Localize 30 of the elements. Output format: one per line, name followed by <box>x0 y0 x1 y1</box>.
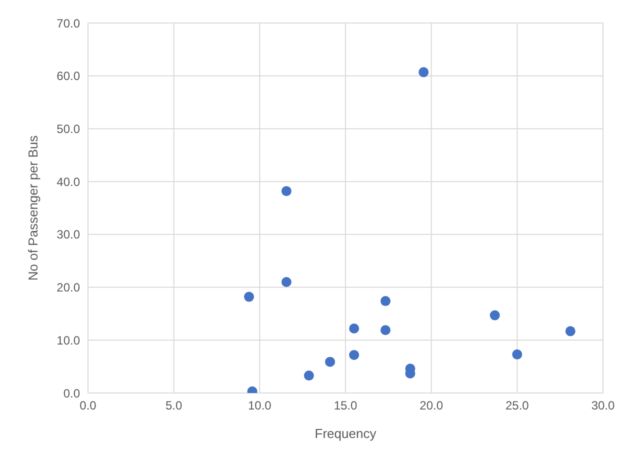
point <box>304 370 314 381</box>
y-tick-label: 40.0 <box>56 174 80 189</box>
y-tick-label: 70.0 <box>56 16 80 30</box>
x-tick-label: 25.0 <box>505 398 530 413</box>
point <box>349 324 360 334</box>
point <box>281 186 292 196</box>
y-tick-label: 30.0 <box>56 228 80 242</box>
y-tick-label: 0.0 <box>63 386 80 400</box>
point <box>349 350 360 360</box>
x-axis-title: Frequency <box>314 426 377 441</box>
point <box>380 325 390 336</box>
x-tick-label: 15.0 <box>334 398 358 413</box>
point <box>418 67 429 78</box>
y-tick-label: 10.0 <box>56 333 80 348</box>
x-tick-label: 30.0 <box>591 398 615 413</box>
x-tick-label: 20.0 <box>420 398 444 413</box>
x-tick-label: 5.0 <box>165 398 182 413</box>
y-axis-title: No of Passenger per Bus <box>26 134 41 281</box>
x-tick-label: 0.0 <box>80 398 97 413</box>
point <box>244 292 254 302</box>
x-tick-label: 10.0 <box>248 398 272 413</box>
point <box>512 349 522 360</box>
y-tick-label: 60.0 <box>56 69 80 84</box>
point <box>565 326 576 336</box>
point <box>490 310 500 320</box>
point <box>380 296 390 306</box>
point <box>281 277 292 287</box>
y-tick-label: 20.0 <box>56 280 80 295</box>
point <box>325 356 336 367</box>
y-tick-label: 50.0 <box>56 122 80 136</box>
